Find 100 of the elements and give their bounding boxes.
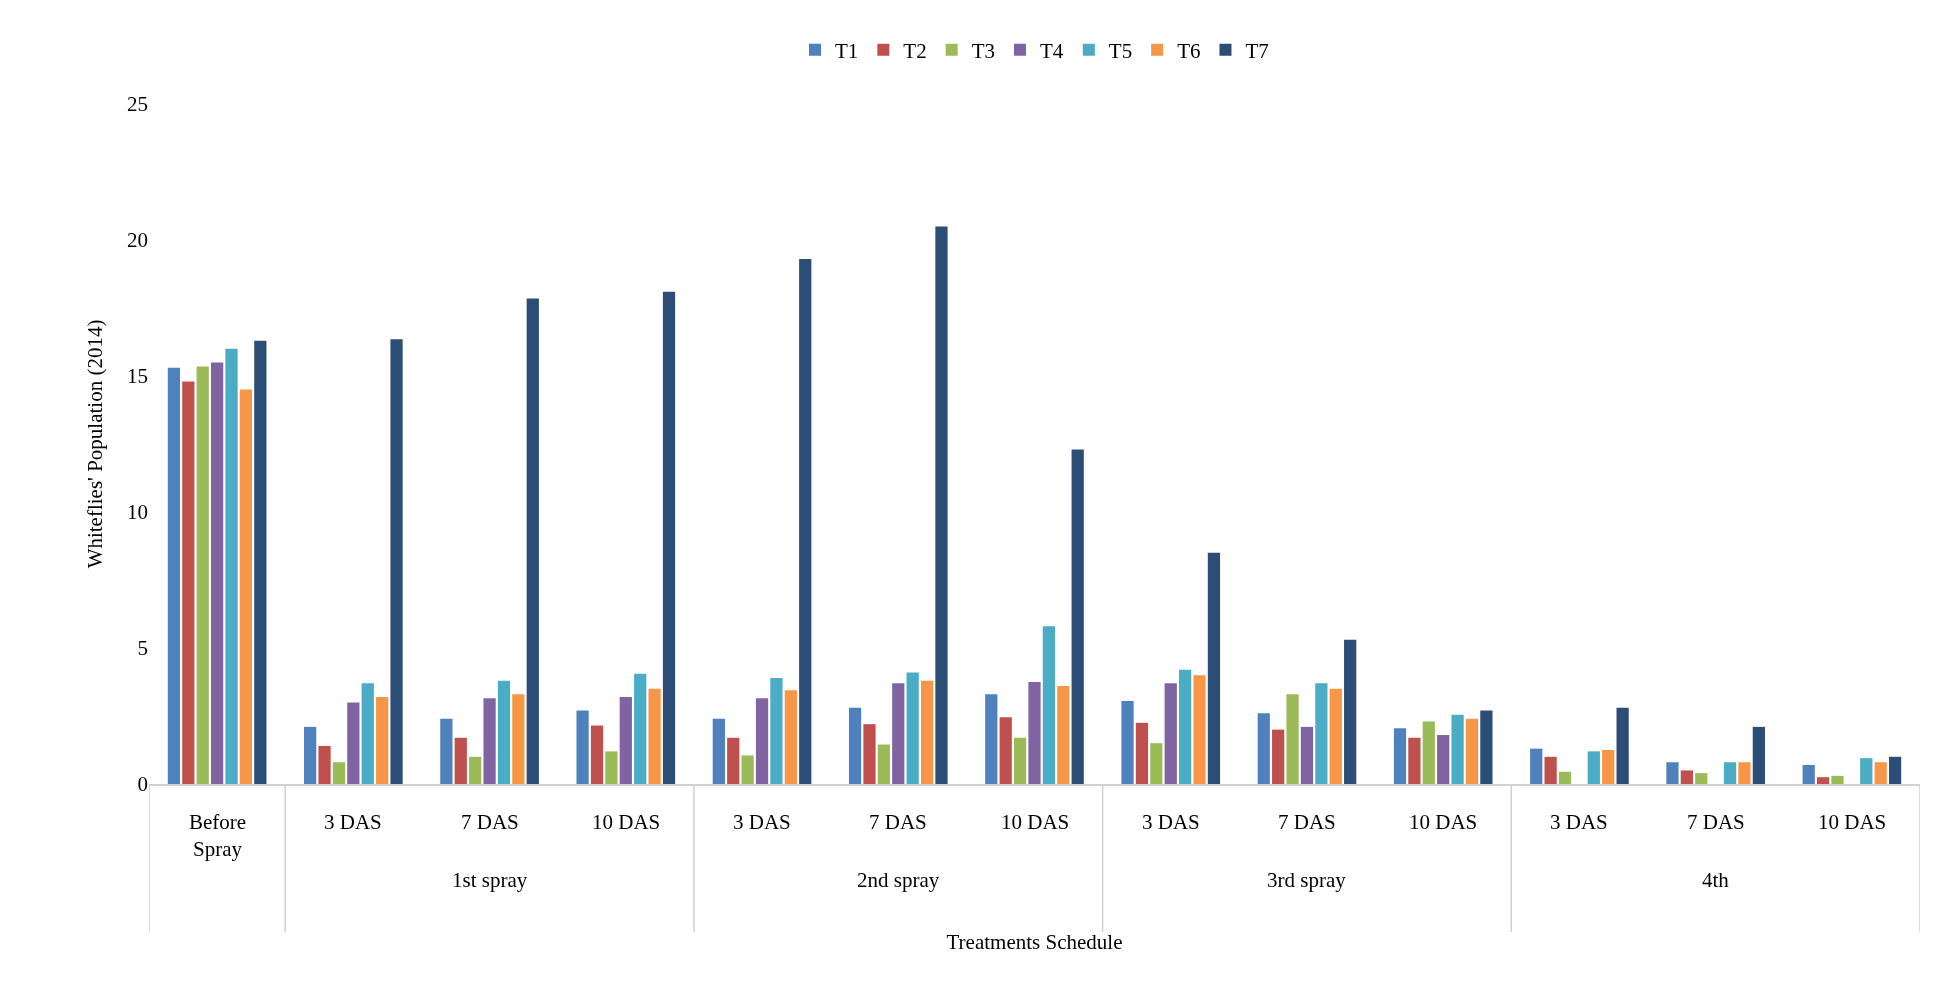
bar [1752, 726, 1765, 784]
bar [1437, 735, 1450, 784]
bar [1393, 728, 1407, 784]
bar [332, 762, 346, 784]
bar [361, 683, 374, 784]
bar [755, 698, 769, 784]
x-tick-label: 7 DAS [1687, 810, 1745, 834]
bar [239, 389, 253, 784]
bar [920, 680, 934, 784]
bar [662, 291, 676, 784]
bar [318, 745, 331, 784]
bar [1723, 762, 1737, 784]
x-tick-label: 10 DAS [1409, 810, 1478, 834]
x-tick-label: Before Spray [189, 810, 247, 862]
bar [1057, 686, 1070, 784]
bar [634, 673, 647, 784]
bar [1150, 743, 1163, 784]
bar [906, 672, 919, 784]
bar [1587, 751, 1600, 784]
bar [1831, 775, 1844, 784]
bar [1465, 718, 1479, 784]
bar [1874, 762, 1887, 784]
bar [1860, 758, 1873, 784]
bar [1121, 701, 1134, 784]
text: 3rd spray [1267, 868, 1347, 892]
bar [1164, 683, 1177, 784]
bar [376, 696, 389, 784]
bar [1530, 748, 1543, 784]
bar [225, 348, 238, 784]
bar [1315, 683, 1328, 784]
bar [1616, 707, 1629, 784]
x-tick-label: 3 DAS [1142, 810, 1200, 834]
bar [892, 683, 905, 784]
bar [1272, 729, 1285, 784]
bar [1071, 449, 1084, 784]
bar [254, 340, 267, 784]
bar [390, 339, 403, 784]
bar [1329, 688, 1342, 784]
text: 2nd spray [857, 868, 940, 892]
bar [1888, 756, 1902, 784]
bar [741, 755, 754, 784]
bar [1042, 626, 1056, 784]
bar [1408, 737, 1421, 784]
bar [1207, 552, 1221, 784]
bar [347, 702, 360, 784]
bar [770, 677, 783, 784]
bar [848, 707, 862, 784]
bar [935, 226, 948, 784]
bar [454, 737, 467, 784]
bar [1802, 764, 1815, 784]
bar [1666, 762, 1679, 784]
bar [999, 717, 1012, 784]
legend-label: T3 [971, 38, 995, 63]
bar [799, 259, 812, 784]
bar [483, 698, 496, 784]
text: 4th [1702, 868, 1730, 892]
legend-label: T2 [903, 38, 927, 63]
bar [1602, 750, 1615, 784]
bar [877, 744, 890, 784]
x-tick-label: 3 DAS [733, 810, 791, 834]
bar [1738, 762, 1751, 784]
bar [497, 680, 511, 784]
legend-label: T1 [835, 38, 859, 63]
bar [727, 737, 740, 784]
bar [1695, 773, 1708, 784]
bar [1680, 770, 1693, 784]
bar [1193, 675, 1206, 784]
bar [1544, 756, 1557, 784]
bar [590, 725, 604, 784]
bar [576, 710, 589, 784]
bar [1135, 722, 1149, 784]
legend-label: T6 [1177, 38, 1201, 63]
bar [1480, 710, 1493, 784]
bar [304, 726, 317, 784]
bar [210, 362, 224, 784]
legend-label: T4 [1039, 38, 1064, 63]
y-tick-label: 20 [127, 228, 148, 253]
x-tick-label: 10 DAS [592, 810, 661, 834]
y-tick-label: 25 [127, 92, 148, 117]
legend-label: T7 [1245, 38, 1269, 63]
bar [1816, 777, 1830, 784]
bar [605, 751, 618, 784]
x-tick-label: 3 DAS [1550, 810, 1608, 834]
bar [1286, 694, 1299, 784]
x-tick-label: 7 DAS [869, 810, 927, 834]
bar [469, 756, 482, 784]
bar [440, 718, 453, 784]
bar [1013, 737, 1027, 784]
bar [196, 366, 209, 784]
bar [712, 718, 725, 784]
bar [1179, 669, 1192, 784]
bar [784, 690, 797, 784]
bar [526, 298, 539, 784]
y-tick-label: 5 [137, 636, 148, 661]
bar [1257, 713, 1270, 784]
x-tick-label: 3 DAS [324, 810, 382, 834]
x-tick-label: 7 DAS [461, 810, 519, 834]
bar [619, 696, 632, 784]
bar [648, 688, 661, 784]
x-tick-label: 10 DAS [1001, 810, 1070, 834]
